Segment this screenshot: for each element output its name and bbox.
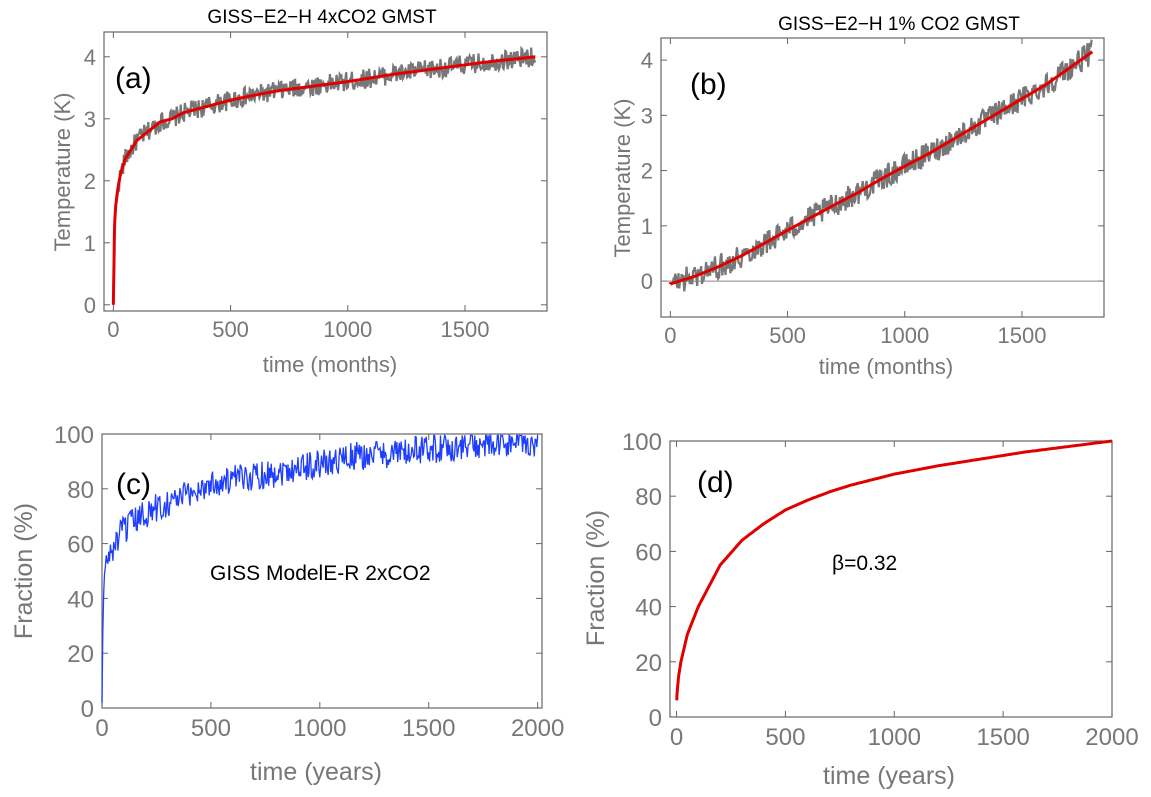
chart-b-panel-label: (b): [690, 68, 727, 101]
chart-c-panel-label: (c): [116, 468, 151, 501]
x-tick-label: 1000: [323, 317, 372, 342]
x-tick-label: 1000: [293, 715, 346, 742]
y-tick-label: 3: [84, 107, 96, 132]
x-tick-label: 2000: [511, 715, 564, 742]
y-tick-label: 100: [54, 422, 94, 449]
x-tick-label: 500: [191, 715, 231, 742]
chart-c-series: [101, 433, 539, 703]
chart-d-ylabel: Fraction (%): [582, 510, 610, 646]
chart-c-frame: [101, 433, 543, 709]
y-tick-label: 0: [81, 696, 94, 723]
chart-c-xlabel: time (years): [250, 758, 382, 786]
series-line-fit: [111, 55, 536, 305]
x-tick-label: 0: [664, 323, 676, 348]
chart-b-frame: [660, 37, 1105, 318]
chart-a-frame: [103, 31, 548, 312]
chart-c-ticks: 0 500 1000 1500 2000 0 20 40 60 80 100: [54, 422, 564, 742]
y-tick-label: 4: [641, 48, 653, 73]
y-tick-label: 2: [641, 159, 653, 184]
chart-b-xlabel: time (months): [819, 354, 953, 379]
y-tick-label: 3: [641, 103, 653, 128]
y-tick-label: 1: [84, 231, 96, 256]
y-tick-label: 2: [84, 169, 96, 194]
y-tick-label: 0: [649, 705, 662, 732]
chart-a-series: [111, 45, 537, 305]
chart-c-annotation: GISS ModelE-R 2xCO2: [210, 562, 431, 585]
chart-a-xlabel: time (months): [263, 352, 397, 377]
x-tick-label: 1000: [880, 323, 929, 348]
chart-a: GISS−E2−H 4xCO2 GMST 0 500 1000 1500 0 1 2 3 4 (…: [50, 7, 548, 377]
chart-b-ylabel: Temperature (K): [610, 99, 635, 258]
series-line-noisy: [101, 433, 539, 703]
y-tick-label: 80: [67, 477, 94, 504]
chart-a-panel-label: (a): [115, 62, 152, 95]
x-tick-label: 1500: [997, 323, 1046, 348]
y-tick-label: 20: [635, 650, 662, 677]
y-tick-label: 4: [84, 45, 96, 70]
y-tick-label: 0: [641, 269, 653, 294]
series-line-fit: [668, 50, 1094, 286]
x-tick-label: 1500: [976, 724, 1029, 751]
x-tick-label: 1500: [440, 317, 489, 342]
y-tick-label: 20: [67, 641, 94, 668]
chart-c: 0 500 1000 1500 2000 0 20 40 60 80 100 (c) GISS Mo…: [10, 422, 564, 786]
x-tick-label: 0: [670, 724, 683, 751]
chart-b-series: [661, 38, 1104, 292]
chart-a-title: GISS−E2−H 4xCO2 GMST: [207, 7, 437, 28]
x-tick-label: 1500: [402, 715, 455, 742]
chart-a-ticks: 0 500 1000 1500 0 1 2 3 4: [84, 32, 547, 342]
chart-d-panel-label: (d): [697, 466, 734, 499]
chart-d-xlabel: time (years): [823, 762, 955, 790]
chart-b-title: GISS−E2−H 1% CO2 GMST: [778, 14, 1020, 35]
x-tick-label: 500: [212, 317, 249, 342]
y-tick-label: 80: [635, 484, 662, 511]
chart-d-annotation: β=0.32: [832, 552, 897, 575]
y-tick-label: 60: [67, 532, 94, 559]
y-tick-label: 40: [635, 595, 662, 622]
y-tick-label: 100: [622, 429, 662, 456]
chart-b-ticks: 0 500 1000 1500 0 1 2 3 4: [641, 38, 1104, 348]
y-tick-label: 0: [84, 293, 96, 318]
y-tick-label: 1: [641, 214, 653, 239]
x-tick-label: 1000: [868, 724, 921, 751]
chart-b: GISS−E2−H 1% CO2 GMST 0 500 1000 150001234 …: [610, 14, 1105, 379]
series-line-noisy: [670, 38, 1093, 292]
chart-c-ylabel: Fraction (%): [10, 503, 38, 639]
x-tick-label: 2000: [1085, 724, 1138, 751]
y-tick-label: 40: [67, 586, 94, 613]
chart-a-ylabel: Temperature (K): [50, 93, 75, 252]
y-tick-label: 60: [635, 539, 662, 566]
x-tick-label: 500: [769, 323, 806, 348]
series-line-fit: [675, 439, 1113, 701]
chart-d-frame: [669, 440, 1113, 718]
chart-d-series: [675, 439, 1113, 701]
x-tick-label: 500: [765, 724, 805, 751]
chart-d-ticks: 0 500 1000 1500 2000 0 20 40 60 80 100: [622, 429, 1139, 751]
x-tick-label: 0: [107, 317, 119, 342]
x-tick-label: 0: [95, 715, 108, 742]
